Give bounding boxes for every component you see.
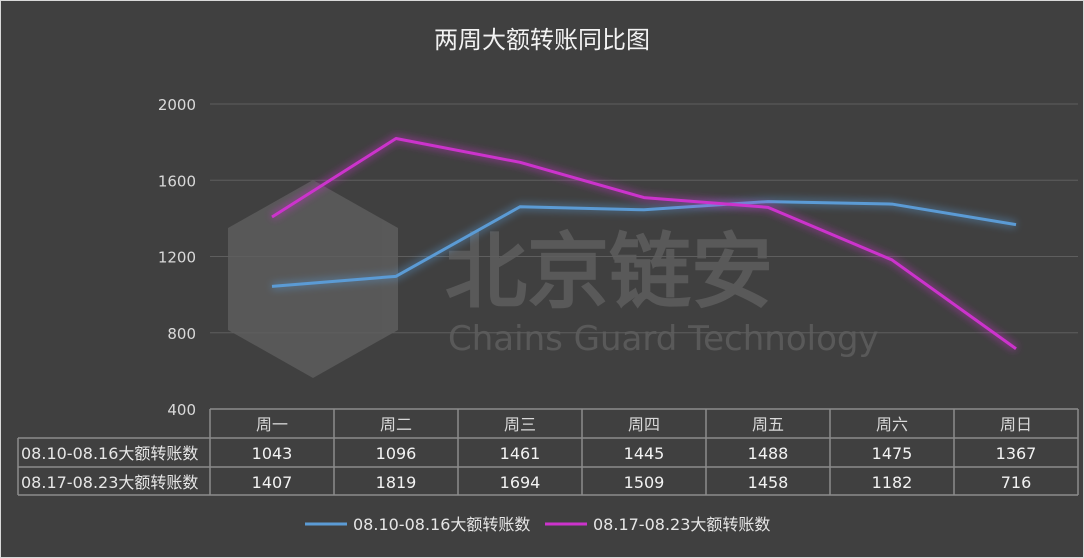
table-cell-value: 1819 — [376, 473, 417, 492]
y-tick-label: 2000 — [158, 96, 196, 114]
table-cell-value: 1475 — [872, 444, 913, 463]
table-cell-value: 1461 — [500, 444, 541, 463]
legend-label: 08.17-08.23大额转账数 — [593, 515, 770, 534]
table-cell-value: 1458 — [748, 473, 789, 492]
watermark-logo: 北京链安 Chains Guard Technology — [228, 180, 879, 378]
x-category-label: 周四 — [628, 415, 660, 434]
x-category-label: 周日 — [1000, 415, 1032, 434]
table-cell-value: 1407 — [252, 473, 293, 492]
y-tick-label: 800 — [167, 325, 196, 343]
table-cell-value: 1509 — [624, 473, 665, 492]
y-tick-label: 1200 — [158, 249, 196, 267]
x-category-label: 周二 — [380, 415, 412, 434]
x-category-label: 周三 — [504, 415, 536, 434]
table-cell-value: 1694 — [500, 473, 541, 492]
table-cell-value: 1367 — [996, 444, 1037, 463]
x-category-label: 周五 — [752, 415, 784, 434]
table-series-name: 08.17-08.23大额转账数 — [21, 473, 198, 492]
table-series-name: 08.10-08.16大额转账数 — [21, 444, 198, 463]
table-cell-value: 716 — [1001, 473, 1032, 492]
y-tick-label: 1600 — [158, 172, 196, 190]
table-cell-value: 1096 — [376, 444, 417, 463]
x-category-label: 周一 — [256, 415, 288, 434]
watermark-cn: 北京链安 — [445, 225, 773, 320]
table-cell-value: 1182 — [872, 473, 913, 492]
table-cell-value: 1043 — [252, 444, 293, 463]
table-cell-value: 1488 — [748, 444, 789, 463]
table-cell-value: 1445 — [624, 444, 665, 463]
y-tick-label: 400 — [167, 401, 196, 419]
chart-title: 两周大额转账同比图 — [434, 26, 650, 54]
watermark-en: Chains Guard Technology — [448, 319, 879, 359]
legend-label: 08.10-08.16大额转账数 — [353, 515, 530, 534]
x-category-label: 周六 — [876, 415, 908, 434]
watermark-hexagon-icon — [228, 180, 398, 378]
